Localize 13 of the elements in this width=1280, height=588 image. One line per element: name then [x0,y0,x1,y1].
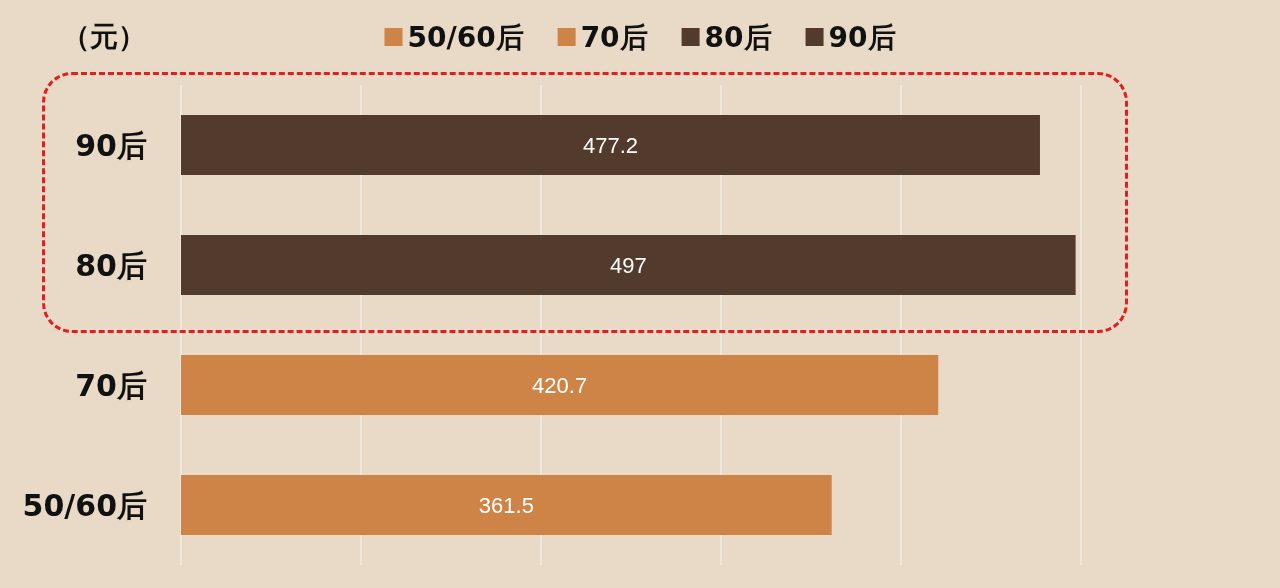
data-label: 477.2 [582,132,639,158]
y-axis-title: （元） [62,19,146,53]
y-tick-label: 50/60后 [22,487,147,523]
data-label: 361.5 [478,492,534,518]
data-label: 420.7 [532,372,588,398]
legend-label: 50/60后 [407,20,524,54]
y-tick-label: 90后 [75,127,147,163]
y-tick-label: 70后 [75,367,147,403]
data-label: 497 [609,252,647,278]
legend-label: 70后 [580,20,648,54]
legend-label: 90后 [828,20,896,54]
y-tick-label: 80后 [75,247,147,283]
legend-label: 80后 [704,20,772,54]
